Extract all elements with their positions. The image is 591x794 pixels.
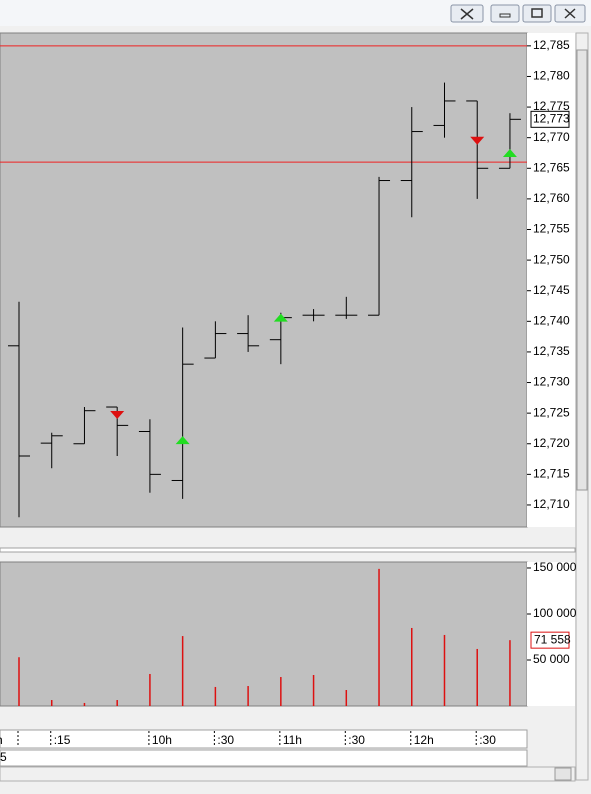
y-tick-label: 12,715 [533, 467, 570, 481]
minimize-icon [499, 13, 511, 18]
buy-arrow [175, 436, 190, 445]
x-tick-label: :30 [217, 733, 234, 747]
y-tick-label: 12,720 [533, 436, 570, 450]
y-tick-label: 12,735 [533, 344, 570, 358]
current-price-box [530, 110, 570, 128]
maximize-icon [531, 8, 543, 18]
maximize-button[interactable] [522, 4, 552, 23]
y-tick-label: 12,740 [533, 313, 570, 327]
x-tick-label: h [0, 733, 3, 747]
separator [0, 547, 576, 553]
x-tick-label: 12h [414, 733, 434, 747]
scroll-thumb[interactable] [576, 49, 588, 491]
current-volume-box [530, 631, 570, 649]
time-axis [0, 729, 528, 749]
date-axis [0, 749, 528, 767]
y-tick-label: 12,765 [533, 160, 570, 174]
close-icon [564, 8, 576, 19]
x-tick-label: 10h [152, 733, 172, 747]
y-tick-label: 12,730 [533, 375, 570, 389]
x-tick-label: :30 [479, 733, 496, 747]
current-price-label: 12,773 [533, 111, 570, 125]
price-plot [0, 32, 528, 528]
y-tick-label: 12,760 [533, 191, 570, 205]
y-tick-label: 12,745 [533, 283, 570, 297]
y-tick-label: 12,725 [533, 405, 570, 419]
y-tick-label: 100 000 [533, 606, 577, 620]
x-tick-label: :30 [348, 733, 365, 747]
pin-icon [460, 8, 474, 20]
x-tick-label: :15 [54, 733, 71, 747]
y-tick-label: 12,770 [533, 130, 570, 144]
buy-arrow [273, 313, 288, 322]
x-tick-label: 11h [283, 733, 302, 747]
volume-plot [0, 561, 528, 707]
y-tick-label: 12,755 [533, 222, 570, 236]
y-tick-label: 12,785 [533, 38, 570, 52]
date-label: 5 [0, 750, 7, 764]
buy-arrow [502, 148, 517, 157]
y-tick-label: 12,710 [533, 497, 570, 511]
h-scroll-thumb[interactable] [554, 767, 572, 781]
horizontal-scrollbar[interactable] [0, 766, 576, 782]
y-tick-label: 150 000 [533, 560, 577, 574]
current-volume-label: 71 558 [534, 632, 571, 646]
y-tick-label: 12,775 [533, 99, 570, 113]
sell-arrow [470, 136, 485, 145]
y-tick-label: 12,750 [533, 252, 570, 266]
y-tick-label: 50 000 [533, 652, 570, 666]
sell-arrow [110, 410, 125, 419]
y-tick-label: 12,780 [533, 69, 570, 83]
